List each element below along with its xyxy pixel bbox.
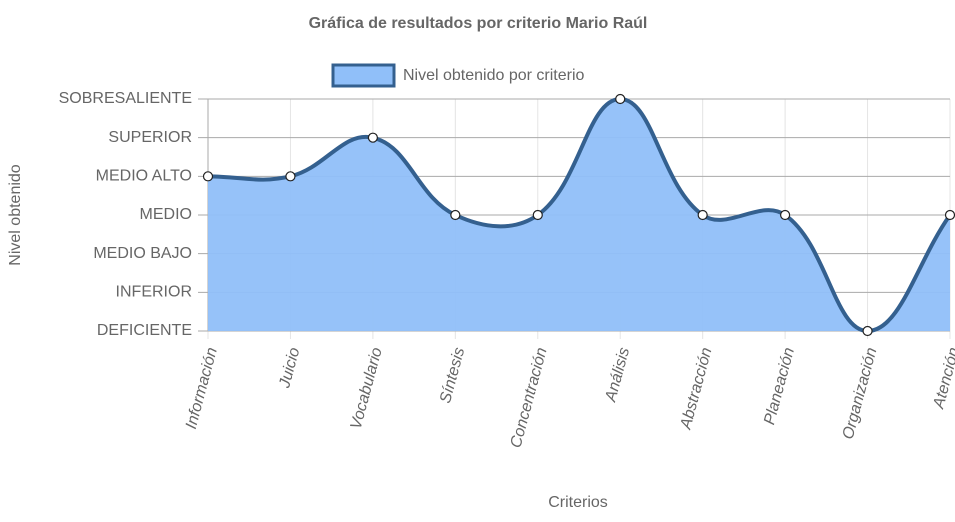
- x-tick-label: Organización: [840, 346, 881, 442]
- line: [207, 96, 952, 334]
- x-tick-label: Vocabulario: [348, 346, 386, 432]
- point: [532, 209, 543, 221]
- area: [208, 99, 950, 331]
- point: [615, 93, 626, 105]
- x-tick-label: Planeación: [761, 346, 798, 427]
- point: [944, 209, 955, 221]
- x-tick-label: Análisis: [602, 346, 633, 405]
- x-tick-label: Concentración: [508, 346, 551, 450]
- point: [285, 171, 296, 182]
- y-tick-label: MEDIO: [140, 206, 192, 223]
- point: [697, 209, 708, 221]
- y-tick-label: MEDIO ALTO: [96, 168, 192, 185]
- x-tick-label: Abstracción: [677, 346, 715, 432]
- x-tick-label: Síntesis: [437, 346, 468, 405]
- y-tick-label: MEDIO BAJO: [93, 245, 192, 262]
- y-tick-label: INFERIOR: [116, 284, 192, 301]
- point: [450, 209, 461, 221]
- x-tick-label: Atención: [930, 346, 955, 412]
- point: [780, 209, 791, 221]
- point: [202, 171, 214, 182]
- x-axis-title: Criterios: [548, 494, 608, 511]
- x-tick-label: Información: [183, 346, 221, 431]
- y-tick-label: SUPERIOR: [108, 129, 192, 146]
- chart-title: Gráfica de resultados por criterio Mario…: [309, 15, 648, 32]
- x-tick-label: Juicio: [276, 346, 303, 391]
- y-axis-title: Nivel obtenido: [7, 164, 24, 266]
- y-tick-label: DEFICIENTE: [97, 322, 192, 339]
- legend-label: Nivel obtenido por criterio: [403, 67, 585, 84]
- legend-swatch: [331, 63, 396, 88]
- point: [862, 325, 873, 337]
- y-tick-label: SOBRESALIENTE: [59, 90, 192, 107]
- point: [367, 132, 378, 143]
